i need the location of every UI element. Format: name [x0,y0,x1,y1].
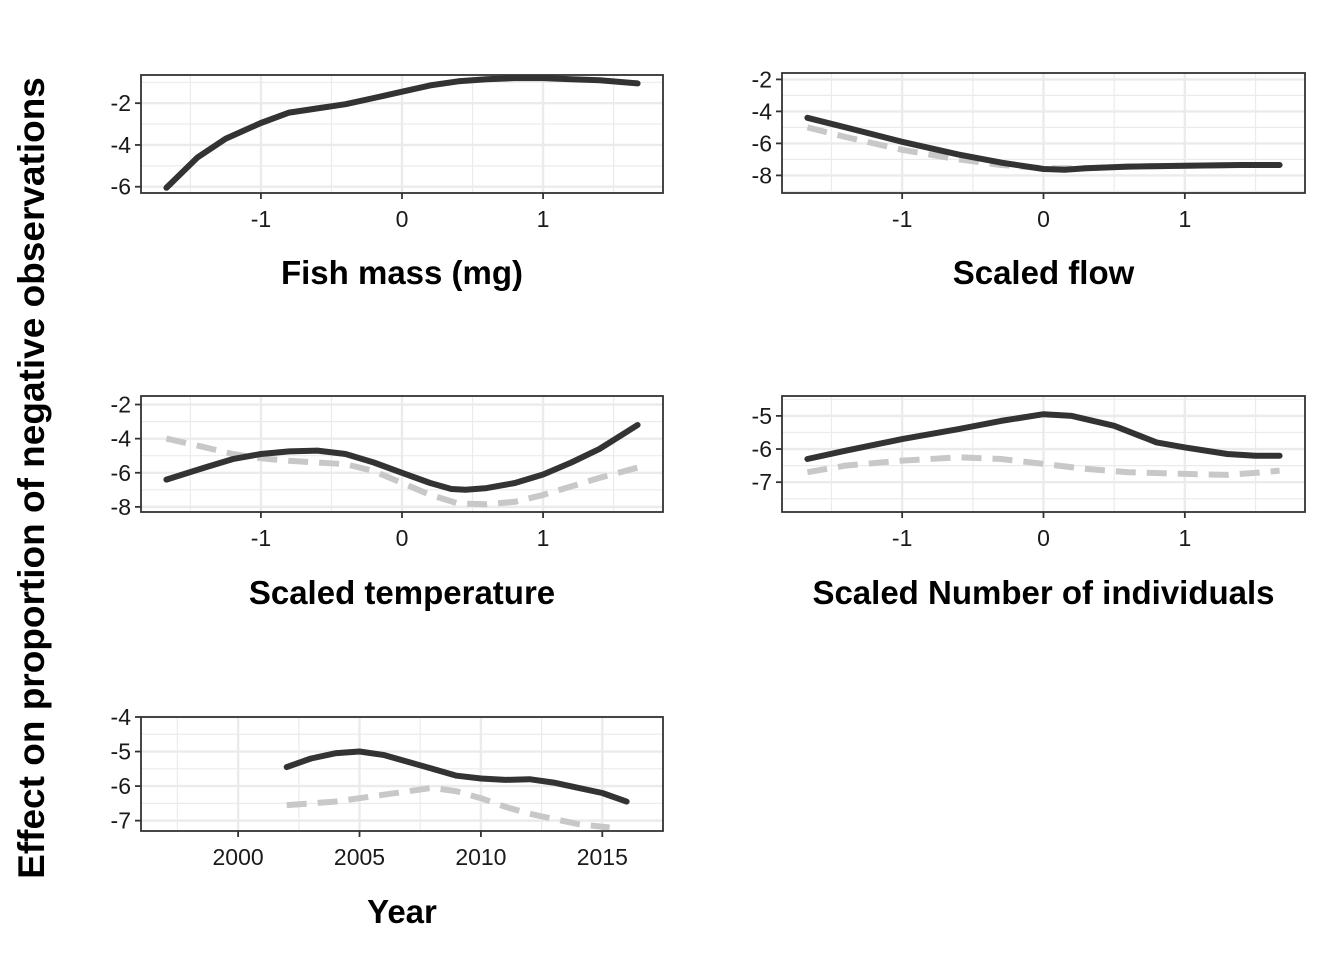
y-tick-label: -6 [111,460,131,486]
panel-1: -1 0 1 -2 -4 -6 Fish mass (mg) [111,74,664,291]
x-tick-label: 0 [396,525,409,551]
y-tick-label: -6 [111,174,131,200]
dashed-series-line [286,784,610,831]
x-tick-label: 2015 [577,844,628,870]
y-tick-label: -5 [752,403,772,429]
x-tick-label: 1 [537,206,550,232]
dashed-series-line [806,124,1280,172]
y-tick-label: -7 [111,808,131,834]
x-tick-label: 0 [1037,206,1050,232]
y-tick-label: -2 [111,90,131,116]
dashed-series-line [806,454,1280,478]
y-axis-title: Effect on proportion of negative observa… [11,77,52,879]
y-tick-label: -4 [111,132,132,158]
x-axis-title: Year [367,893,437,930]
y-tick-label: -6 [752,436,772,462]
y-tick-label: -4 [111,704,132,730]
panel-2: -1 0 1 -2 -4 -6 -8 Scaled flow [752,66,1306,291]
x-tick-label: 2005 [334,844,385,870]
panel-5: 2000 2005 2010 2015 -4 -5 -6 -7 Year [111,704,664,930]
x-tick-label: 2000 [213,844,264,870]
y-tick-label: -6 [111,773,131,799]
x-axis-title: Fish mass (mg) [281,254,523,291]
x-axis-title: Scaled temperature [249,574,555,611]
solid-series-line [804,411,1283,462]
x-axis-title: Scaled flow [953,254,1135,291]
solid-series-line [163,75,641,191]
x-tick-label: 0 [396,206,409,232]
x-tick-label: -1 [251,206,271,232]
y-tick-label: -2 [752,66,772,92]
x-tick-label: 1 [1178,525,1191,551]
y-tick-label: -8 [111,494,131,520]
solid-series-line [804,114,1283,173]
solid-series-line [283,748,630,805]
x-tick-label: -1 [892,525,912,551]
y-tick-label: -4 [111,426,132,452]
panel-4: -1 0 1 -5 -6 -7 Scaled Number of individuals [752,395,1306,611]
panel-border [140,716,664,832]
y-tick-label: -5 [111,739,131,765]
y-tick-label: -2 [111,392,131,418]
x-tick-label: 1 [1178,206,1191,232]
panel-3: -1 0 1 -2 -4 -6 -8 Scaled temperature [111,392,664,611]
y-tick-label: -7 [752,469,772,495]
x-tick-label: 0 [1037,525,1050,551]
solid-series-line [163,422,641,493]
y-tick-label: -8 [752,162,772,188]
x-tick-label: 2010 [455,844,506,870]
x-tick-label: -1 [892,206,912,232]
y-tick-label: -6 [752,130,772,156]
x-tick-label: -1 [251,525,271,551]
x-axis-title: Scaled Number of individuals [812,574,1274,611]
y-tick-label: -4 [752,98,773,124]
x-tick-label: 1 [537,525,550,551]
